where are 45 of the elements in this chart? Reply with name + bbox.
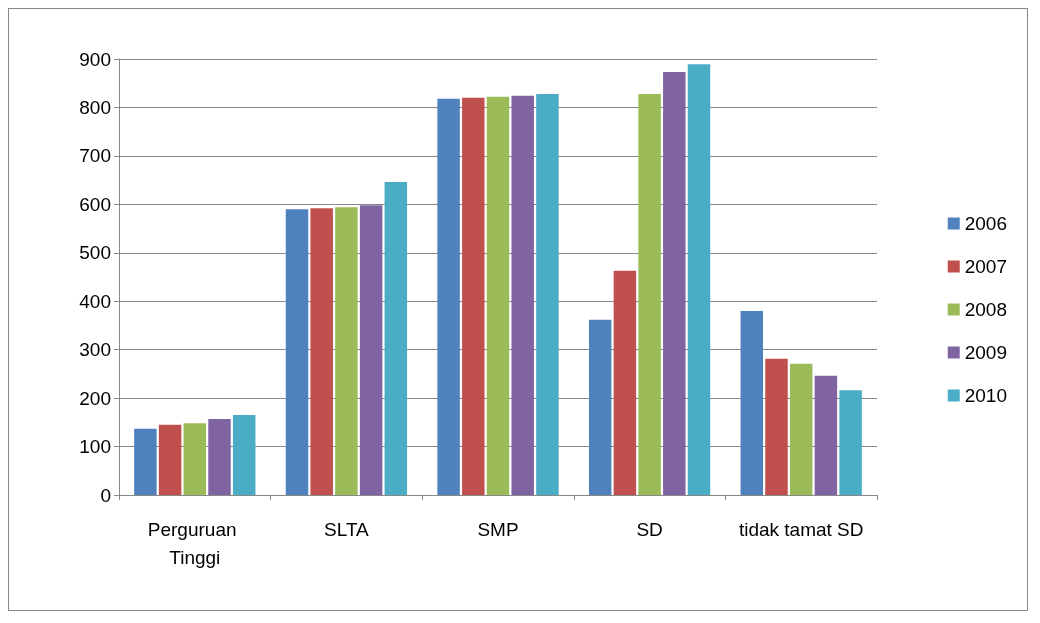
bar (789, 363, 813, 495)
bar (687, 64, 711, 495)
legend-label: 2010 (964, 385, 1008, 406)
bar (335, 207, 358, 495)
bar (740, 310, 764, 495)
legend-label: 2006 (964, 213, 1008, 234)
bar (359, 205, 383, 495)
bar (839, 390, 862, 495)
bar (183, 423, 207, 495)
y-tick-label: 500 (79, 242, 111, 264)
x-tick-label: SMP (477, 518, 519, 540)
bar (638, 93, 661, 495)
bar (462, 97, 485, 495)
y-tick-label: 700 (79, 145, 111, 167)
bar (765, 358, 788, 495)
bar (613, 270, 637, 495)
bar (536, 93, 559, 495)
bar (384, 182, 408, 495)
bar (310, 208, 333, 495)
x-tick-label: Perguruan Tinggi (147, 518, 242, 568)
legend-label: 2007 (964, 256, 1008, 277)
bar (134, 428, 157, 495)
x-tick-label: SD (636, 518, 663, 540)
legend-label: 2008 (964, 299, 1008, 320)
y-tick-label: 800 (79, 96, 111, 118)
y-tick-label: 600 (79, 193, 111, 215)
x-tick-label: SLTA (324, 518, 370, 540)
y-tick-label: 900 (79, 48, 111, 70)
bar (511, 95, 534, 495)
bar (285, 209, 309, 495)
y-tick-label: 200 (79, 387, 111, 409)
legend-label: 2009 (964, 342, 1008, 363)
bar (814, 375, 838, 495)
y-tick-label: 400 (79, 290, 111, 312)
bar (486, 96, 510, 495)
bar (588, 319, 612, 495)
x-tick-label: tidak tamat SD (738, 518, 864, 540)
y-tick-label: 300 (79, 339, 111, 361)
bar (208, 418, 231, 495)
bar (158, 424, 182, 495)
bar (663, 72, 686, 495)
y-tick-label: 0 (100, 484, 111, 506)
bar (232, 415, 256, 495)
bar (437, 98, 460, 495)
y-tick-label: 100 (79, 436, 111, 458)
